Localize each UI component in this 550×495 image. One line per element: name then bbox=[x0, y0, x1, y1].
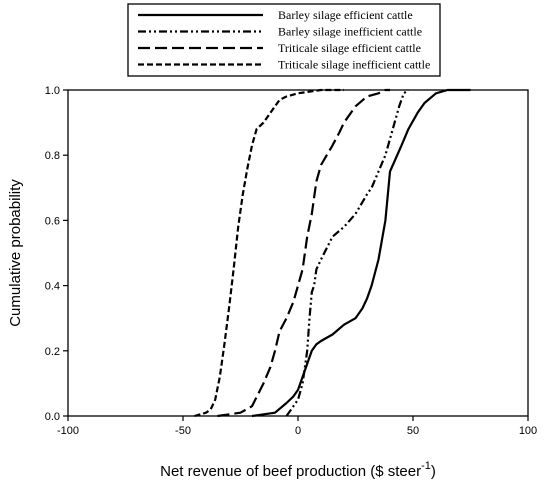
x-tick-label: 100 bbox=[519, 425, 537, 437]
legend-label: Triticale silage inefficient cattle bbox=[278, 58, 430, 72]
legend-label: Barley silage inefficient cattle bbox=[278, 25, 422, 39]
axes-layer: -100 -50 0 50 100 0.0 0.2 0.4 0.6 0.8 1.0 bbox=[45, 85, 537, 437]
y-tick-label: 0.6 bbox=[45, 215, 60, 227]
series-line-1 bbox=[251, 88, 471, 418]
y-tick-label: 0.8 bbox=[45, 150, 60, 162]
series-line-2 bbox=[285, 89, 410, 417]
plot-frame bbox=[67, 89, 529, 417]
legend: Barley silage efficient cattle Barley sil… bbox=[127, 3, 441, 77]
x-tick-label: 0 bbox=[295, 425, 301, 437]
x-tick-label: -50 bbox=[175, 425, 191, 437]
legend-label: Triticale silage efficient cattle bbox=[278, 41, 421, 55]
x-axis-title: Net revenue of beef production ($ steer-… bbox=[160, 460, 436, 480]
y-tick-label: 1.0 bbox=[45, 85, 60, 97]
x-tick-label: 50 bbox=[407, 425, 419, 437]
y-tick-label: 0.2 bbox=[45, 346, 60, 358]
legend-label: Barley silage efficient cattle bbox=[278, 8, 413, 22]
series-layer bbox=[194, 88, 471, 418]
y-tick-label: 0.0 bbox=[45, 411, 60, 423]
series-line-3 bbox=[217, 88, 390, 418]
y-axis-title: Cumulative probability bbox=[7, 179, 24, 327]
plot-area bbox=[67, 89, 529, 417]
x-tick-label: -100 bbox=[57, 425, 79, 437]
y-tick-label: 0.4 bbox=[45, 281, 60, 293]
series-line-4 bbox=[194, 88, 344, 418]
